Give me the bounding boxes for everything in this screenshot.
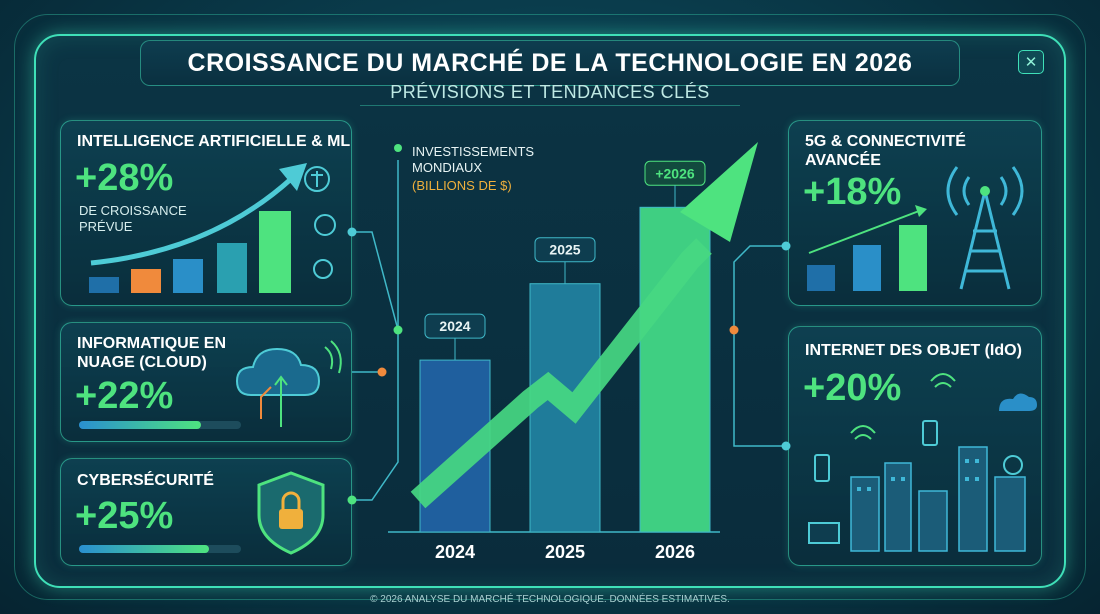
security-card-pct: +25% [75,495,174,537]
ai-card: INTELLIGENCE ARTIFICIELLE & ML +28% DE C… [60,120,352,306]
security-card: CYBERSÉCURITÉ +25% [60,458,352,566]
security-progress-track [79,545,241,553]
security-progress-fill [79,545,209,553]
ai-card-note-2: PRÉVUE [79,219,133,234]
x-tick-label-2025: 2025 [545,542,585,562]
security-card-title: CYBERSÉCURITÉ [77,472,214,489]
iot-card-pct: +20% [803,367,902,409]
cloud-progress-fill [79,421,201,429]
x-tick-label-2024: 2024 [435,542,475,562]
y-axis-label-line-2: MONDIAUX [412,160,482,175]
close-button[interactable]: ✕ [1018,50,1044,74]
cloud-card-title-2: NUAGE (CLOUD) [77,354,207,371]
trend-arrow-head [680,142,758,242]
cloud-icon [235,340,342,427]
cloud-card-title-1: INFORMATIQUE EN [77,335,227,352]
5g-card-title-1: 5G & CONNECTIVITÉ [805,133,966,150]
y-axis-label-line-3: (BILLIONS DE $) [412,178,512,193]
ai-growth-icon [89,163,336,293]
cloud-card-pct: +22% [75,375,174,417]
5g-card: 5G & CONNECTIVITÉ AVANCÉE +18% [788,120,1042,306]
y-axis-label-line-1: INVESTISSEMENTS [412,144,534,159]
5g-card-pct: +18% [803,171,902,213]
trend-arrow-shaft [410,238,712,509]
outer-frame [14,14,1086,600]
ai-card-note-1: DE CROISSANCE [79,203,187,218]
cloud-card: INFORMATIQUE EN NUAGE (CLOUD) +22% [60,322,352,442]
ai-card-title: INTELLIGENCE ARTIFICIELLE & ML [77,133,351,150]
iot-card-title: INTERNET DES OBJET (IdO) [805,342,1022,359]
page-subtitle: PRÉVISIONS ET TENDANCES CLÉS [390,82,710,102]
subtitle-box: PRÉVISIONS ET TENDANCES CLÉS [360,80,740,106]
bar-tag-2026: +2026 [655,165,695,181]
iot-card: INTERNET DES OBJET (IdO) +20% [788,326,1042,566]
shield-lock-icon [257,471,325,555]
close-icon: ✕ [1024,54,1038,71]
bar-tag-2025: 2025 [549,242,580,258]
smart-city-icon [808,373,1037,552]
page-title: CROISSANCE DU MARCHÉ DE LA TECHNOLOGIE E… [187,48,913,77]
bar-tag-2024: 2024 [439,318,470,334]
5g-tower-icon [807,166,1024,291]
title-bar: CROISSANCE DU MARCHÉ DE LA TECHNOLOGIE E… [140,40,960,86]
5g-card-title-2: AVANCÉE [805,152,881,169]
x-tick-label-2026: 2026 [655,542,695,562]
footer-note: © 2026 ANALYSE DU MARCHÉ TECHNOLOGIQUE. … [370,594,730,605]
cloud-progress-track [79,421,241,429]
ai-card-pct: +28% [75,157,174,199]
